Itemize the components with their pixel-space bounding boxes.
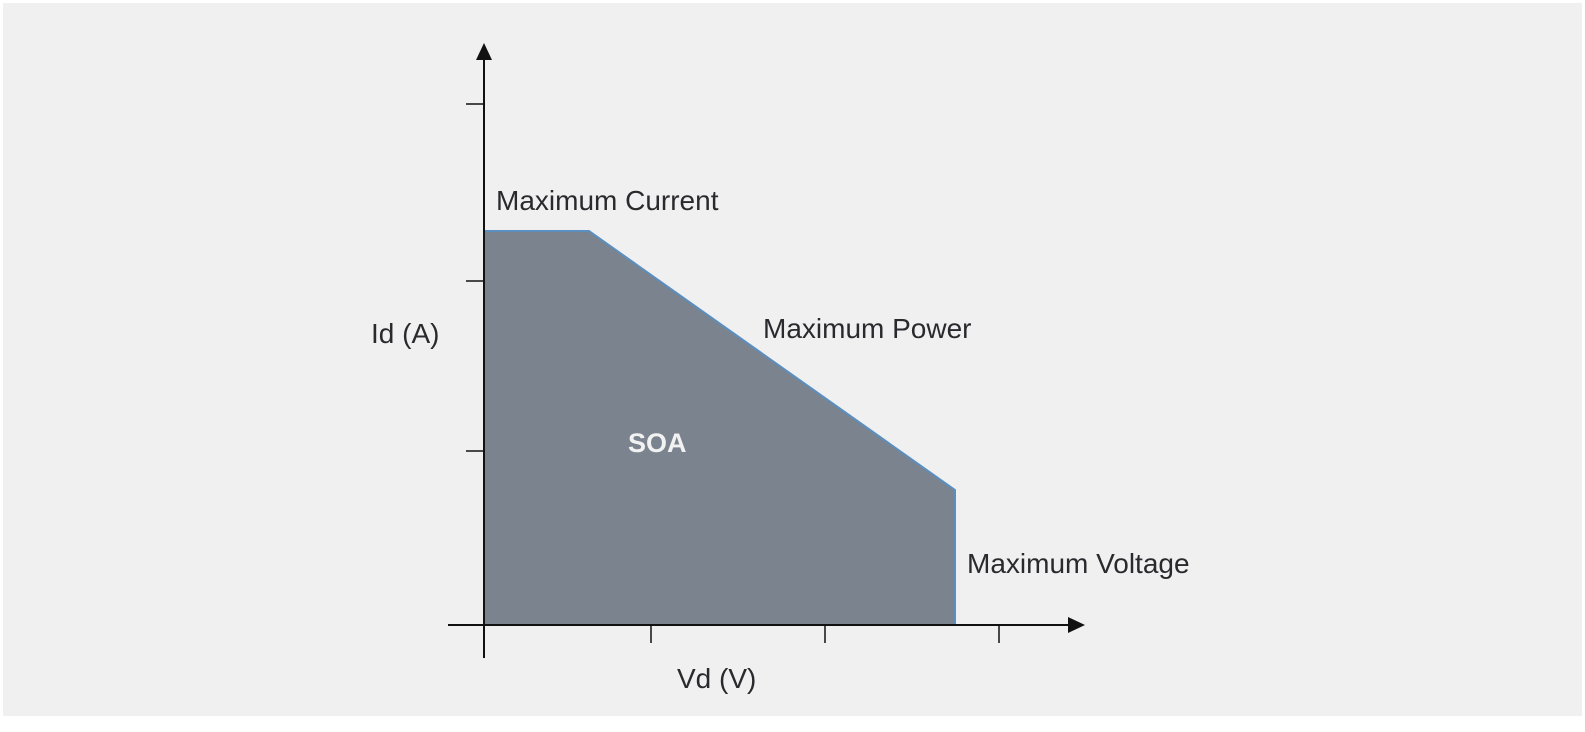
y-axis-arrow-icon [476, 43, 492, 60]
max-current-label: Maximum Current [496, 185, 719, 216]
max-voltage-label: Maximum Voltage [967, 548, 1190, 579]
soa-boundary [484, 230, 956, 625]
x-axis-arrow-icon [1068, 617, 1085, 633]
y-axis-label: Id (A) [371, 318, 439, 349]
x-axis-label: Vd (V) [677, 663, 756, 694]
max-power-label: Maximum Power [763, 313, 971, 344]
soa-label: SOA [628, 428, 687, 458]
soa-region [484, 231, 955, 625]
